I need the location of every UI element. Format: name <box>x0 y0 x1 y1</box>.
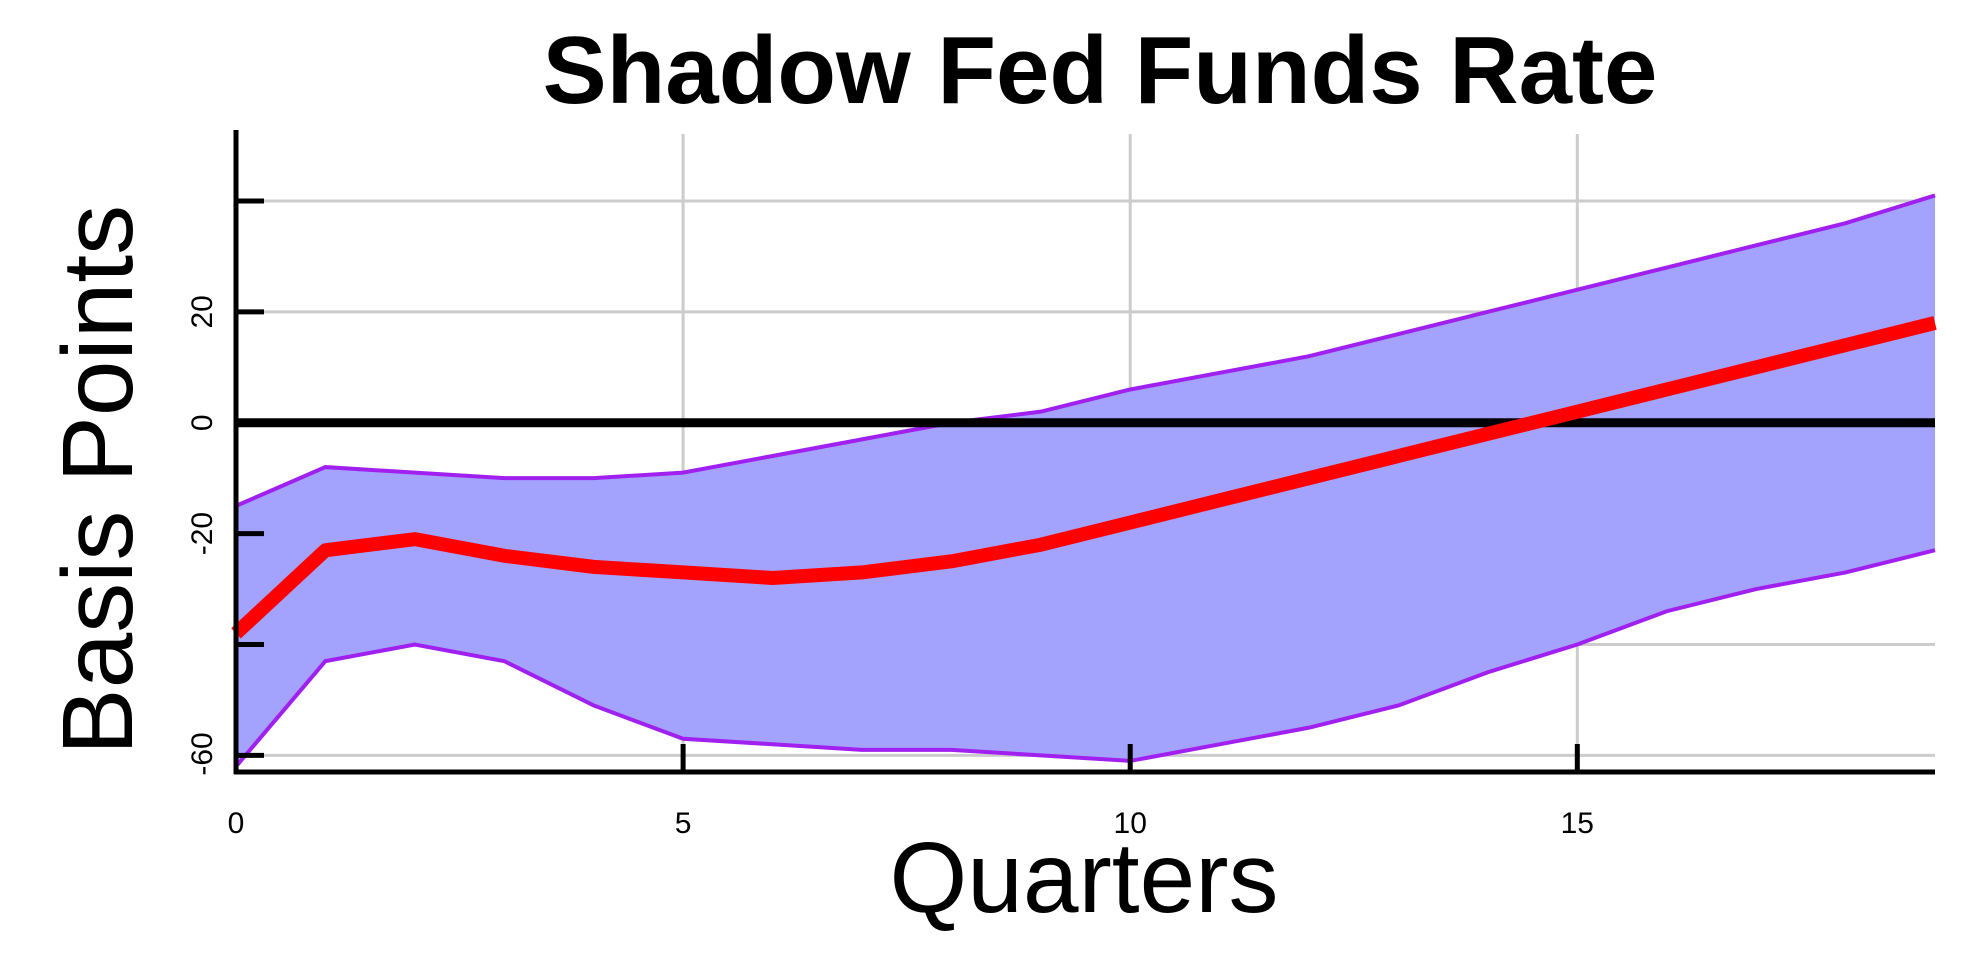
median-line <box>231 316 1937 639</box>
median-series <box>231 316 1937 639</box>
confidence-band <box>234 193 1936 768</box>
x-tick-label: 5 <box>675 807 692 840</box>
x-tick-label: 10 <box>1114 807 1147 840</box>
x-tick-label: 0 <box>228 807 245 840</box>
y-tick-label: -60 <box>186 732 219 775</box>
y-axis-label: Basis Points <box>42 205 154 755</box>
tick-labels: 0 5 10 15 -60 -20 0 20 <box>186 295 1594 840</box>
chart-title: Shadow Fed Funds Rate <box>543 17 1658 124</box>
band-fill <box>236 195 1935 767</box>
axes <box>233 130 1935 775</box>
y-tick-label: -20 <box>186 512 219 555</box>
lower-bound-line <box>234 548 1936 768</box>
y-tick-label: 0 <box>186 414 219 431</box>
x-axis-label: Quarters <box>889 822 1278 934</box>
x-tick-label: 15 <box>1561 807 1594 840</box>
upper-bound-line <box>235 193 1936 508</box>
y-tick-label: 20 <box>186 295 219 328</box>
